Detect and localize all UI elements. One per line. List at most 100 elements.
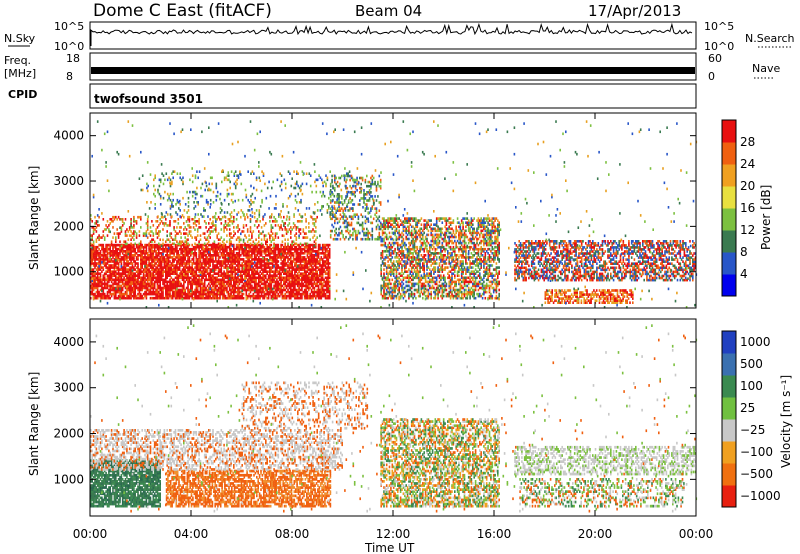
echo-cell [170, 193, 172, 196]
echo-cell [341, 207, 343, 210]
echo-cell [241, 293, 243, 296]
echo-cell [140, 293, 142, 296]
echo-cell [305, 226, 307, 229]
echo-cell [298, 297, 300, 300]
echo-cell [216, 199, 218, 202]
echo-cell [136, 279, 138, 282]
echo-cell [261, 243, 263, 246]
echo-cell [133, 216, 135, 219]
echo-cell [216, 285, 218, 288]
echo-cell [130, 230, 132, 233]
echo-cell [170, 205, 172, 208]
echo-cell [141, 189, 143, 192]
echo-cell [337, 193, 339, 196]
echo-cell [236, 287, 238, 290]
echo-cell [344, 220, 346, 223]
echo-cell [236, 226, 238, 229]
echo-cell [211, 183, 213, 186]
echo-cell [172, 256, 174, 259]
echo-cell [359, 199, 361, 202]
echo-cell [168, 238, 170, 241]
echo-cell [300, 293, 302, 296]
echo-cell [258, 244, 260, 247]
echo-cell [179, 248, 181, 251]
echo-cell [229, 293, 231, 296]
echo-cell [198, 218, 200, 221]
echo-cell [155, 244, 157, 247]
echo-cell [114, 279, 116, 282]
echo-cell [281, 174, 283, 177]
echo-cell [123, 244, 125, 247]
echo-cell [323, 260, 325, 263]
echo-cell [123, 254, 125, 257]
echo-cell [183, 254, 185, 257]
echo-cell [144, 291, 146, 294]
echo-cell [116, 228, 118, 231]
echo-cell [224, 211, 226, 214]
echo-cell [360, 238, 362, 241]
echo-cell [100, 236, 102, 239]
echo-cell [169, 240, 171, 243]
echo-cell [334, 230, 336, 233]
echo-cell [207, 201, 209, 204]
echo-cell [209, 230, 211, 233]
echo-cell [197, 258, 199, 261]
echo-cell [112, 216, 114, 219]
echo-cell [134, 243, 136, 246]
freq-tick-bottom: 8 [66, 70, 73, 83]
echo-cell [159, 244, 161, 247]
echo-cell [165, 244, 167, 247]
echo-cell [111, 264, 113, 267]
echo-cell [309, 287, 311, 290]
echo-cell [104, 228, 106, 231]
echo-cell [331, 230, 333, 233]
echo-cell [340, 213, 342, 216]
echo-cell [341, 175, 343, 178]
echo-cell [226, 246, 228, 249]
echo-cell [314, 222, 316, 225]
echo-cell [180, 283, 182, 286]
echo-cell [297, 220, 299, 223]
echo-cell [275, 224, 277, 227]
echo-cell [312, 228, 314, 231]
echo-cell [297, 226, 299, 229]
nave-label: Nave [752, 62, 780, 75]
echo-cell [150, 270, 152, 273]
echo-cell [189, 191, 191, 194]
echo-cell [303, 244, 305, 247]
echo-cell [221, 228, 223, 231]
echo-cell [226, 234, 228, 237]
echo-cell [151, 297, 153, 300]
cpid-label: CPID [8, 88, 37, 101]
echo-cell [214, 228, 216, 231]
echo-cell [278, 264, 280, 267]
echo-cell [153, 297, 155, 300]
echo-cell [347, 203, 349, 206]
echo-cell [349, 207, 351, 210]
echo-cell [352, 232, 354, 235]
nsearch-label: N.Search [745, 32, 795, 45]
echo-cell [190, 277, 192, 280]
echo-cell [198, 291, 200, 294]
echo-cell [221, 260, 223, 263]
echo-cell [227, 189, 229, 192]
radar-summary-plot: Dome C East (fitACF) Beam 04 17/Apr/2013… [0, 0, 800, 554]
echo-cell [323, 279, 325, 282]
echo-cell [172, 193, 174, 196]
echo-cell [335, 238, 337, 241]
echo-cell [243, 279, 245, 282]
echo-cell [264, 256, 266, 259]
echo-cell [248, 238, 250, 241]
echo-cell [122, 218, 124, 221]
echo-cell [290, 244, 292, 247]
echo-cell [250, 295, 252, 298]
echo-cell [204, 258, 206, 261]
echo-cell [236, 174, 238, 177]
echo-cell [200, 195, 202, 198]
echo-cell [298, 244, 300, 247]
echo-cell [134, 248, 136, 251]
echo-cell [303, 252, 305, 255]
echo-cell [175, 264, 177, 267]
echo-cell [312, 283, 314, 286]
echo-cell [286, 262, 288, 265]
